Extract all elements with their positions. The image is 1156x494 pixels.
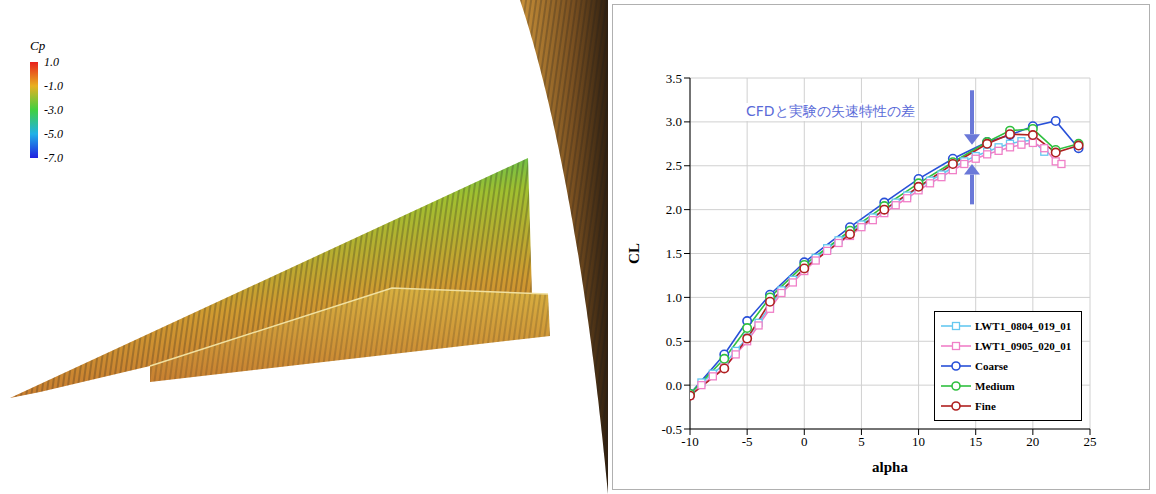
svg-text:2.0: 2.0 — [666, 202, 682, 217]
svg-text:1.5: 1.5 — [666, 246, 682, 261]
svg-text:2.5: 2.5 — [666, 158, 682, 173]
html-text:LWT1_0804_019_01: LWT1_0804_019_01 — [975, 320, 1072, 332]
svg-text:15: 15 — [969, 434, 982, 449]
svg-text:1.0: 1.0 — [666, 290, 682, 305]
svg-text:-0.5: -0.5 — [661, 422, 682, 437]
svg-text:-1.0: -1.0 — [44, 79, 63, 93]
svg-text:0.5: 0.5 — [666, 334, 682, 349]
svg-text:-10: -10 — [681, 434, 698, 449]
svg-text:Cp: Cp — [30, 38, 46, 53]
svg-text:alpha: alpha — [872, 459, 908, 475]
svg-text:-5: -5 — [742, 434, 753, 449]
svg-text:0.0: 0.0 — [666, 378, 682, 393]
html-text:Medium: Medium — [975, 380, 1015, 392]
svg-text:1.0: 1.0 — [44, 55, 59, 69]
html-text:CFDと実験の失速特性の差: CFDと実験の失速特性の差 — [746, 103, 915, 120]
svg-text:-7.0: -7.0 — [44, 151, 63, 165]
svg-text:25: 25 — [1084, 434, 1097, 449]
svg-text:CL: CL — [626, 243, 642, 264]
svg-text:3.5: 3.5 — [666, 71, 682, 86]
svg-text:-3.0: -3.0 — [44, 103, 63, 117]
html-text:LWT1_0905_020_01: LWT1_0905_020_01 — [975, 340, 1072, 352]
svg-text:-5.0: -5.0 — [44, 127, 63, 141]
svg-text:5: 5 — [858, 434, 865, 449]
html-text:Coarse: Coarse — [975, 360, 1008, 372]
html-text:Fine: Fine — [975, 400, 996, 412]
svg-text:10: 10 — [912, 434, 925, 449]
svg-text:20: 20 — [1026, 434, 1039, 449]
svg-text:3.0: 3.0 — [666, 114, 682, 129]
svg-text:0: 0 — [801, 434, 808, 449]
